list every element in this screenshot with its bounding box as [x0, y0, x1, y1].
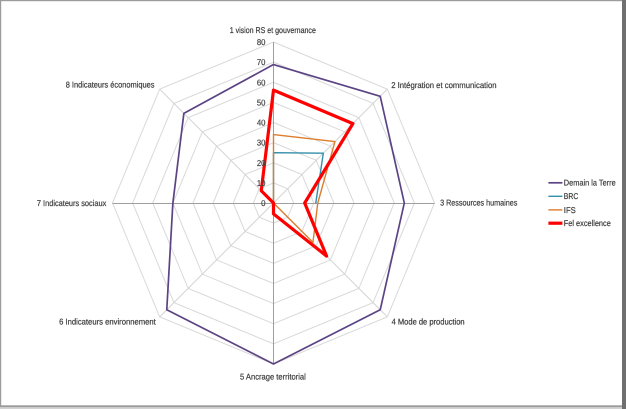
svg-text:BRC: BRC [564, 191, 579, 201]
svg-text:Fel excellence: Fel excellence [564, 218, 611, 228]
svg-text:7 Indicateurs sociaux: 7 Indicateurs sociaux [37, 198, 107, 208]
svg-text:30: 30 [257, 138, 266, 148]
svg-text:0: 0 [261, 198, 266, 208]
svg-text:IFS: IFS [564, 205, 576, 215]
svg-text:20: 20 [257, 158, 266, 168]
svg-text:6 Indicateurs environnement: 6 Indicateurs environnement [59, 317, 156, 327]
svg-text:10: 10 [257, 178, 266, 188]
svg-text:1 vision RS et gouvernance: 1 vision RS et gouvernance [230, 25, 316, 35]
svg-text:8 Indicateurs économiques: 8 Indicateurs économiques [66, 79, 155, 89]
svg-text:60: 60 [257, 77, 266, 87]
svg-text:3 Ressources humaines: 3 Ressources humaines [440, 198, 517, 208]
svg-text:2 Intégration et communication: 2 Intégration et communication [391, 80, 497, 90]
svg-text:Demain la Terre: Demain la Terre [564, 178, 616, 188]
svg-text:70: 70 [257, 57, 266, 67]
svg-text:40: 40 [257, 118, 266, 128]
svg-text:80: 80 [257, 37, 266, 47]
svg-text:5 Ancrage territorial: 5 Ancrage territorial [240, 372, 306, 382]
svg-text:50: 50 [257, 97, 266, 107]
svg-text:4 Mode de production: 4 Mode de production [392, 317, 465, 327]
